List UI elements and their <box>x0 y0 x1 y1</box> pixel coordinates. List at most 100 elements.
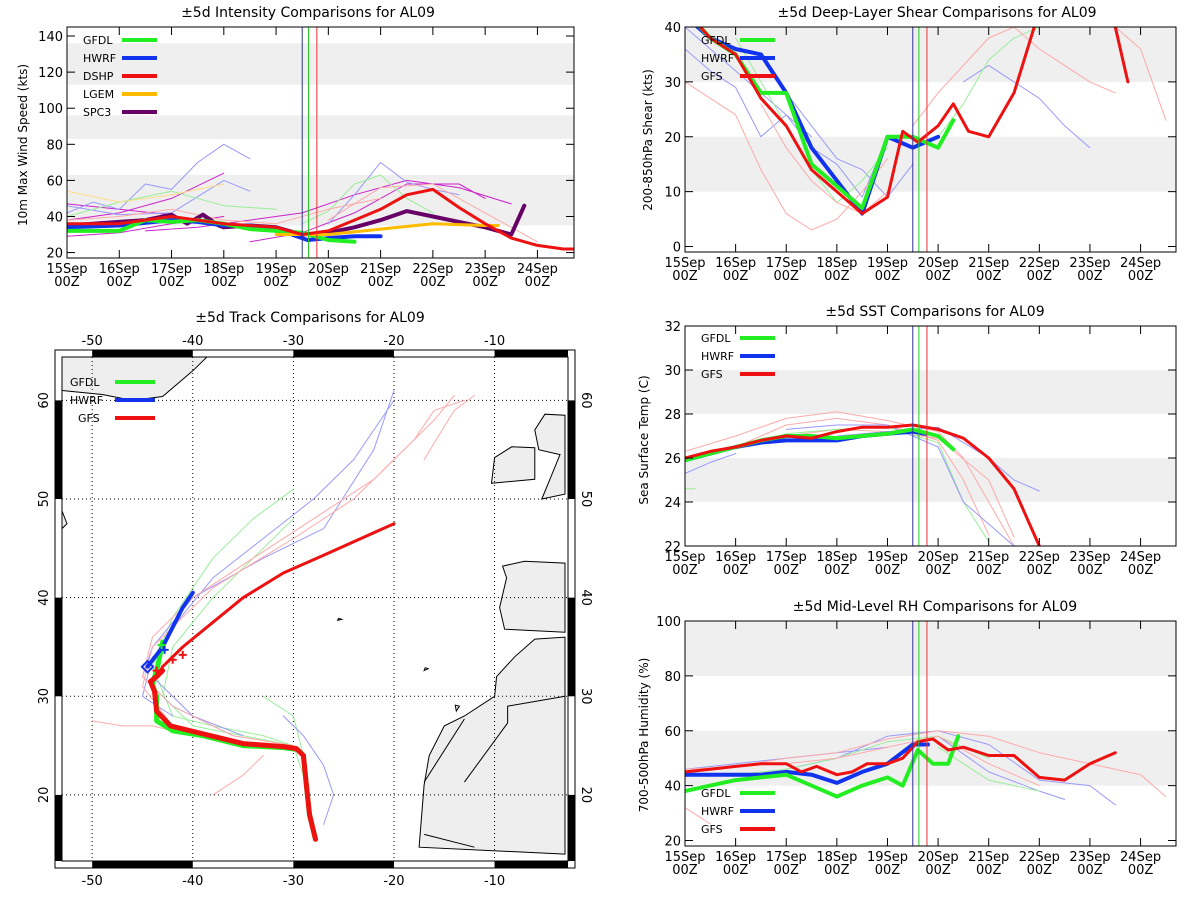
lat-label-left-20: 20 <box>37 787 52 804</box>
intensity-x-tick-label-day-3: 18Sep <box>203 262 244 277</box>
intensity-x-tick-label-hour-4: 00Z <box>263 275 289 290</box>
track-hwrf <box>145 590 195 669</box>
intensity-x-tick-label-hour-0: 00Z <box>54 275 80 290</box>
track-hwrf-ensemble-c <box>282 715 335 825</box>
sst-series-hwrf-ensemble-a <box>836 426 1040 492</box>
track-position-marker-1 <box>160 645 169 654</box>
lat-label-left-60: 60 <box>37 392 52 409</box>
rh-x-tick-label-day-0: 15Sep <box>664 850 705 865</box>
rh-title: ±5d Mid-Level RH Comparisons for AL09 <box>793 599 1077 615</box>
intensity-x-tick-label-day-7: 22Sep <box>412 262 453 277</box>
sst-x-tick-label-hour-7: 00Z <box>1027 563 1053 578</box>
map-border-right-segment-0 <box>568 794 575 861</box>
rh-legend-label-hwrf: HWRF <box>701 805 734 818</box>
rh-series-hwrf-ensemble-c <box>937 735 1066 800</box>
track-position-marker-2 <box>152 666 161 675</box>
sst-x-tick-label-hour-1: 00Z <box>723 563 749 578</box>
intensity-title: ±5d Intensity Comparisons for AL09 <box>181 5 435 21</box>
ireland-landmass <box>490 446 536 484</box>
shear-series-hwrf-ensemble-b <box>685 27 812 138</box>
sst-y-tick-label-30: 30 <box>664 364 681 379</box>
intensity-series-dshp <box>67 187 574 251</box>
track-position-marker-4 <box>178 650 187 659</box>
lon-label-top--50: -50 <box>82 334 103 349</box>
intensity-series-spc3-forecast-1 <box>67 172 225 221</box>
intensity-y-tick-label-80: 80 <box>46 138 63 153</box>
map-border-left-segment-2 <box>55 597 62 697</box>
map-border-bottom-segment-1 <box>92 861 193 868</box>
rh-legend-label-gfdl: GFDL <box>701 787 731 800</box>
lon-label-bottom--30: -30 <box>283 874 304 889</box>
sst-x-tick-label-day-3: 18Sep <box>816 550 857 565</box>
intensity-x-tick-label-day-2: 17Sep <box>151 262 192 277</box>
rh-series-gfdl-ensemble-a <box>735 735 990 776</box>
intensity-x-tick-label-day-9: 24Sep <box>517 262 558 277</box>
rh-x-tick-label-hour-7: 00Z <box>1027 863 1053 878</box>
intensity-y-tick-label-40: 40 <box>46 210 63 225</box>
intensity-series-lgem-ensemble-a <box>67 183 225 203</box>
lat-label-right-60: 60 <box>578 392 593 409</box>
intensity-y-tick-label-120: 120 <box>38 66 63 81</box>
lat-label-left-40: 40 <box>37 589 52 606</box>
track-gfs-ensemble-a <box>142 399 465 747</box>
lon-label-bottom--10: -10 <box>484 874 505 889</box>
sst-x-tick-label-hour-9: 00Z <box>1128 563 1154 578</box>
sst-x-tick-label-day-7: 22Sep <box>1019 550 1060 565</box>
shear-series-gfs-ensemble-b <box>912 27 1116 127</box>
sst-legend-label-hwrf: HWRF <box>701 350 734 363</box>
rh-x-tick-label-day-8: 23Sep <box>1069 850 1110 865</box>
intensity-series-hwrf-ensemble-a <box>67 143 251 214</box>
shear-x-tick-label-hour-6: 00Z <box>976 269 1002 284</box>
shear-y-tick-label-0: 0 <box>673 241 681 256</box>
newfoundland-landmass <box>62 510 68 530</box>
shear-x-tick-label-day-1: 16Sep <box>715 256 756 271</box>
sst-shade-band-0 <box>685 458 1176 502</box>
intensity-x-tick-label-day-6: 21Sep <box>360 262 401 277</box>
lon-label-top--10: -10 <box>484 334 505 349</box>
rh-x-tick-label-day-3: 18Sep <box>816 850 857 865</box>
track-legend-label-gfdl: GFDL <box>70 376 100 389</box>
rh-x-tick-label-hour-5: 00Z <box>925 863 951 878</box>
map-border-left-segment-0 <box>55 794 62 861</box>
lat-label-left-50: 50 <box>37 491 52 508</box>
map-border-top-segment-5 <box>494 350 568 357</box>
shear-legend-label-gfdl: GFDL <box>701 34 731 47</box>
intensity-x-tick-label-hour-6: 00Z <box>368 275 394 290</box>
lon-label-bottom--40: -40 <box>182 874 203 889</box>
intensity-legend-label-gfdl: GFDL <box>83 34 113 47</box>
track-hwrf-marker <box>140 659 155 674</box>
rh-series-gfdl <box>685 734 961 799</box>
rh-x-tick-label-hour-1: 00Z <box>723 863 749 878</box>
lon-label-top--30: -30 <box>283 334 304 349</box>
sst-series-hwrf-ensemble-c <box>685 453 737 474</box>
rh-y-tick-label-100: 100 <box>656 615 681 630</box>
sst-x-tick-label-day-8: 23Sep <box>1069 550 1110 565</box>
track-title: ±5d Track Comparisons for AL09 <box>195 310 425 326</box>
shear-x-tick-label-day-2: 17Sep <box>766 256 807 271</box>
madeira-landmass <box>423 667 430 672</box>
sst-x-tick-label-hour-8: 00Z <box>1077 563 1103 578</box>
track-panel: ±5d Track Comparisons for AL09 -50 -50 -40… <box>37 310 593 889</box>
shear-x-tick-label-day-3: 18Sep <box>816 256 857 271</box>
intensity-x-tick-label-day-1: 16Sep <box>99 262 140 277</box>
rh-series-gfs-ensemble-a <box>685 730 1167 798</box>
sst-y-tick-label-22: 22 <box>664 540 681 555</box>
iberia-landmass <box>499 560 566 633</box>
sst-y-tick-label-32: 32 <box>664 320 681 335</box>
track-gfs-ensemble-b <box>142 395 455 727</box>
intensity-y-tick-label-100: 100 <box>38 102 63 117</box>
shear-legend-label-hwrf: HWRF <box>701 52 734 65</box>
rh-series-hwrf <box>685 742 930 785</box>
track-gfs <box>148 668 318 842</box>
sst-shade-band-1 <box>685 370 1176 414</box>
rh-series-gfs-ensemble-c <box>685 807 711 825</box>
sst-y-axis-label: Sea Surface Temp (C) <box>637 375 651 504</box>
map-border-left-segment-4 <box>55 400 62 500</box>
intensity-shade-band-1 <box>67 115 574 139</box>
map-border-top-segment-3 <box>293 350 394 357</box>
track-gfs-ensemble-c <box>423 395 475 461</box>
sst-y-tick-label-26: 26 <box>664 452 681 467</box>
intensity-x-tick-label-day-8: 23Sep <box>465 262 506 277</box>
shear-series-hwrf <box>694 27 941 216</box>
intensity-x-tick-label-day-4: 19Sep <box>256 262 297 277</box>
